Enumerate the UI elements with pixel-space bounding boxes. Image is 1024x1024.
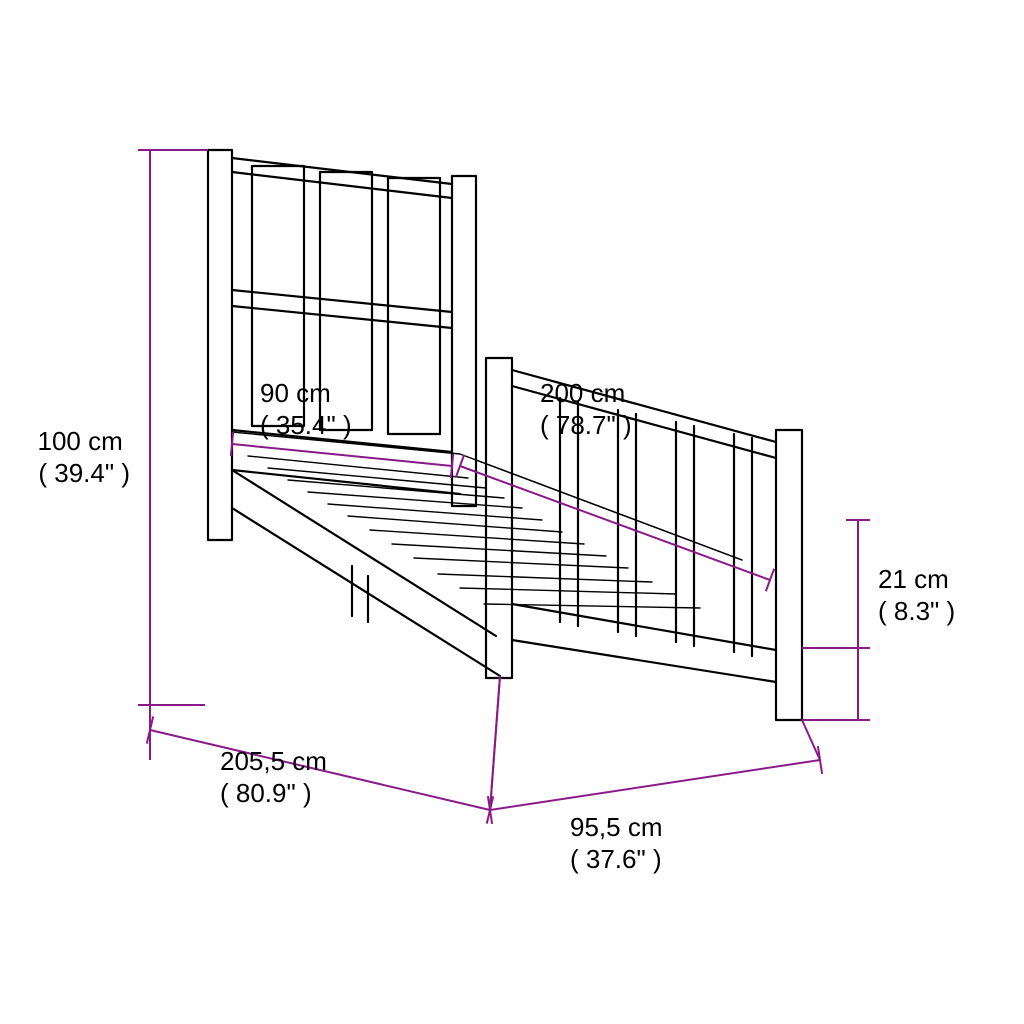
dim-inner-width-label: 90 cm ( 35.4" ) bbox=[260, 378, 352, 440]
dim-outer-width-label: 95,5 cm ( 37.6" ) bbox=[570, 812, 670, 874]
dim-clearance-label: 21 cm ( 8.3" ) bbox=[878, 564, 956, 626]
dim-height-label: 100 cm ( 39.4" ) bbox=[38, 426, 131, 488]
dim-inner-length-label: 200 cm ( 78.7" ) bbox=[540, 378, 633, 440]
dim-outer-length-label: 205,5 cm ( 80.9" ) bbox=[220, 746, 334, 808]
